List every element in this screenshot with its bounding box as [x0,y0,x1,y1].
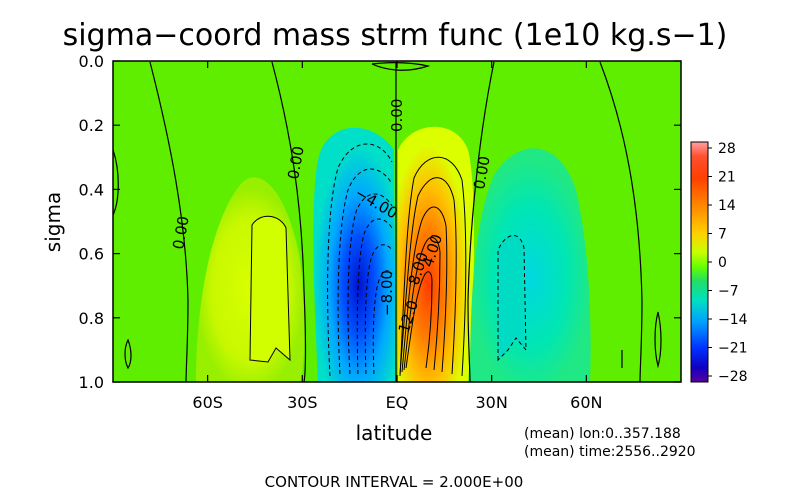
colorbar-tick-label: −14 [718,312,748,328]
y-tick-label: 0.0 [79,52,104,71]
x-tick-label: 30N [476,393,508,412]
northern-hadley-contours [399,156,467,377]
contour-label: 0.00 [388,99,406,132]
contour-labels: 0.00 0.00 0.00 0.00 −4.00 −8.00 4.00 8.0… [169,99,494,336]
colorbar-tick-label: −28 [718,369,748,385]
x-axis-label: latitude [356,421,433,445]
y-tick-label: 0.4 [79,180,104,199]
plot-area [113,61,681,382]
southern-hadley-cell [313,127,396,382]
southern-ferrel-contour [249,215,291,363]
mean-lon-annotation: (mean) lon:0..357.188 [524,426,681,442]
colorbar-tick-label: −21 [718,341,748,357]
mean-time-annotation: (mean) time:2556..2920 [524,444,696,460]
y-tick-label: 0.8 [79,309,104,328]
x-axis: 60S 30S EQ 30N 60N [192,61,602,412]
colorbar [690,141,709,383]
zero-contours [113,61,662,382]
chart-title: sigma−coord mass strm func (1e10 kg.s−1) [63,18,728,53]
contour-label: 0.00 [470,155,494,191]
colorbar-tick-label: −7 [718,284,739,300]
contour-label: 0.00 [169,215,193,251]
y-axis-label: sigma [41,192,65,252]
contour-interval: CONTOUR INTERVAL = 2.000E+00 [265,473,524,491]
x-tick-label: EQ [386,393,409,412]
colorbar-tick-label: 28 [718,141,736,157]
y-axis: 0.0 0.2 0.4 0.6 0.8 1.0 [79,52,681,392]
y-tick-label: 0.2 [79,116,104,135]
colorbar-tick-label: 0 [718,255,727,271]
contour-label: 0.00 [284,145,308,181]
x-tick-label: 60N [570,393,602,412]
colorbar-tick-label: 14 [718,198,736,214]
northern-ferrel-contour [497,235,527,362]
x-tick-label: 60S [192,393,223,412]
southern-hadley-contours [327,143,393,377]
colorbar-tick-label: 7 [718,227,727,243]
contour-label: −8.00 [378,270,396,316]
x-tick-label: 30S [287,393,318,412]
colorbar-ticks: 28 21 14 7 0 −7 −14 −21 −28 [708,141,748,385]
y-tick-label: 0.6 [79,245,104,264]
y-tick-label: 1.0 [79,373,104,392]
colorbar-tick-label: 21 [718,170,736,186]
